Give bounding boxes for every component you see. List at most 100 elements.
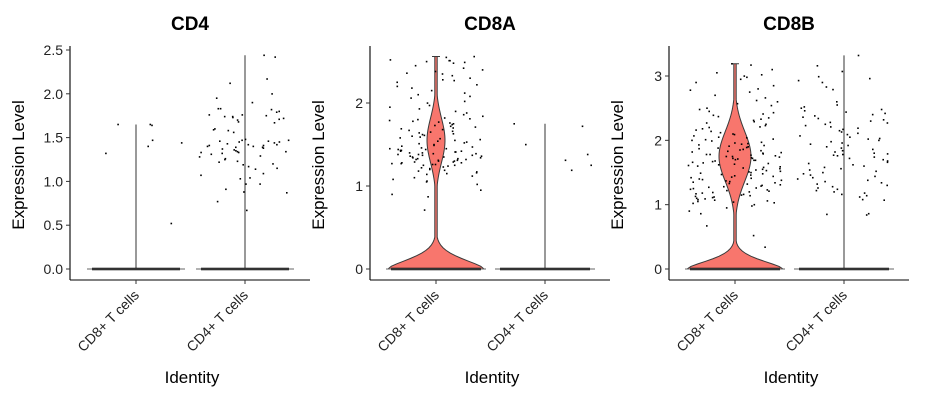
data-point bbox=[233, 149, 235, 151]
data-point bbox=[412, 120, 414, 123]
data-point bbox=[473, 55, 475, 58]
data-point bbox=[873, 156, 876, 158]
data-point bbox=[713, 196, 715, 198]
data-point bbox=[221, 152, 223, 155]
violin-group bbox=[685, 63, 785, 271]
data-point bbox=[750, 64, 752, 66]
data-point bbox=[697, 198, 699, 201]
data-point bbox=[219, 140, 221, 142]
data-point bbox=[286, 192, 288, 194]
data-point bbox=[432, 152, 435, 155]
data-point bbox=[886, 161, 889, 164]
data-point bbox=[237, 121, 240, 123]
data-point bbox=[755, 169, 757, 171]
y-tick-label: 1 bbox=[355, 178, 363, 194]
data-point bbox=[688, 210, 691, 212]
data-point bbox=[830, 140, 832, 143]
data-point bbox=[463, 92, 466, 94]
data-point bbox=[426, 102, 429, 104]
data-point bbox=[259, 183, 261, 185]
violin-shape bbox=[386, 56, 486, 270]
data-point bbox=[832, 154, 835, 156]
data-point bbox=[766, 200, 769, 202]
data-point bbox=[846, 133, 849, 136]
data-point bbox=[857, 127, 859, 129]
data-point bbox=[451, 130, 454, 133]
data-point bbox=[465, 112, 468, 114]
data-point bbox=[713, 199, 716, 201]
data-point bbox=[830, 126, 832, 128]
data-point bbox=[454, 139, 456, 142]
data-point bbox=[708, 110, 710, 113]
data-point bbox=[442, 166, 445, 168]
data-point bbox=[698, 108, 701, 111]
data-point bbox=[809, 143, 812, 145]
data-point bbox=[765, 123, 767, 126]
data-point bbox=[453, 164, 456, 167]
data-point bbox=[218, 161, 220, 163]
data-point bbox=[737, 158, 739, 160]
data-point bbox=[767, 162, 770, 165]
data-point bbox=[699, 172, 702, 174]
data-point bbox=[817, 187, 819, 189]
data-point bbox=[731, 155, 734, 158]
data-point bbox=[397, 153, 399, 156]
data-point bbox=[410, 97, 412, 99]
data-point bbox=[717, 115, 720, 118]
data-point bbox=[391, 162, 393, 165]
data-point bbox=[454, 110, 457, 113]
data-point bbox=[471, 146, 474, 148]
data-point bbox=[711, 140, 713, 142]
data-point bbox=[770, 104, 773, 107]
data-point bbox=[841, 142, 843, 144]
data-point bbox=[243, 191, 245, 193]
data-point bbox=[706, 107, 708, 109]
y-tick-label: 1 bbox=[654, 197, 662, 213]
data-point bbox=[433, 144, 435, 147]
data-point bbox=[406, 72, 408, 74]
data-point bbox=[272, 163, 274, 165]
data-point bbox=[807, 162, 810, 165]
data-point bbox=[747, 146, 749, 148]
x-tick-label: CD8+ T cells bbox=[74, 287, 142, 355]
data-point bbox=[733, 133, 736, 136]
data-point bbox=[388, 119, 391, 122]
data-point bbox=[590, 164, 592, 167]
data-point bbox=[147, 145, 149, 148]
data-point bbox=[415, 158, 417, 161]
data-point bbox=[278, 110, 280, 113]
y-tick-label: 0.5 bbox=[44, 217, 64, 233]
data-point bbox=[748, 191, 751, 193]
data-point bbox=[215, 97, 218, 99]
data-point bbox=[863, 165, 865, 167]
data-point bbox=[443, 156, 445, 158]
data-point bbox=[832, 88, 834, 91]
data-point bbox=[817, 117, 820, 120]
data-point bbox=[733, 163, 736, 165]
data-point bbox=[463, 61, 466, 64]
data-point bbox=[476, 171, 478, 173]
data-point bbox=[834, 151, 836, 153]
data-point bbox=[753, 120, 755, 123]
data-point bbox=[241, 114, 244, 116]
data-point bbox=[428, 104, 431, 107]
data-point bbox=[750, 174, 752, 176]
data-point bbox=[206, 145, 209, 148]
data-point bbox=[878, 139, 880, 142]
data-point bbox=[742, 148, 744, 151]
data-point bbox=[840, 131, 843, 133]
data-point bbox=[469, 118, 471, 120]
data-point bbox=[760, 185, 762, 187]
data-point bbox=[216, 200, 219, 203]
y-tick-label: 2.0 bbox=[44, 86, 64, 102]
data-point bbox=[762, 166, 765, 169]
data-point bbox=[710, 130, 712, 133]
data-point bbox=[391, 193, 393, 196]
data-point bbox=[779, 166, 781, 168]
panel-cd8a: CD8A 0 1 2 Expression Level Identity CD8+ T ce… bbox=[309, 14, 610, 387]
data-point bbox=[434, 124, 436, 127]
data-point bbox=[422, 164, 425, 167]
data-point bbox=[711, 196, 714, 199]
data-point bbox=[692, 202, 694, 205]
data-point bbox=[719, 131, 722, 134]
